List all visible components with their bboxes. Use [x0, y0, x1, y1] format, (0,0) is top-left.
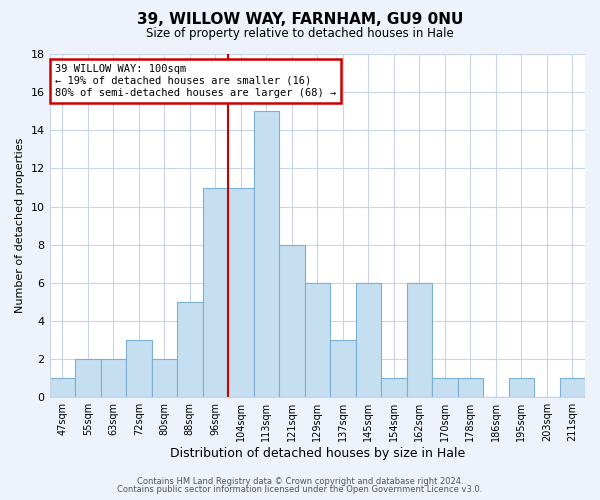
Bar — [509, 378, 534, 398]
Y-axis label: Number of detached properties: Number of detached properties — [15, 138, 25, 314]
Text: 39 WILLOW WAY: 100sqm
← 19% of detached houses are smaller (16)
80% of semi-deta: 39 WILLOW WAY: 100sqm ← 19% of detached … — [55, 64, 336, 98]
Text: Contains public sector information licensed under the Open Government Licence v3: Contains public sector information licen… — [118, 485, 482, 494]
Text: Contains HM Land Registry data © Crown copyright and database right 2024.: Contains HM Land Registry data © Crown c… — [137, 477, 463, 486]
Bar — [101, 359, 126, 398]
Bar — [152, 359, 177, 398]
Bar — [126, 340, 152, 398]
Bar — [75, 359, 101, 398]
Bar — [330, 340, 356, 398]
Bar — [177, 302, 203, 398]
Bar — [228, 188, 254, 398]
Bar — [305, 283, 330, 398]
Text: Size of property relative to detached houses in Hale: Size of property relative to detached ho… — [146, 28, 454, 40]
X-axis label: Distribution of detached houses by size in Hale: Distribution of detached houses by size … — [170, 447, 465, 460]
Text: 39, WILLOW WAY, FARNHAM, GU9 0NU: 39, WILLOW WAY, FARNHAM, GU9 0NU — [137, 12, 463, 28]
Bar — [203, 188, 228, 398]
Bar — [458, 378, 483, 398]
Bar — [381, 378, 407, 398]
Bar — [560, 378, 585, 398]
Bar — [50, 378, 75, 398]
Bar — [407, 283, 432, 398]
Bar — [254, 111, 279, 398]
Bar — [432, 378, 458, 398]
Bar — [279, 244, 305, 398]
Bar — [356, 283, 381, 398]
